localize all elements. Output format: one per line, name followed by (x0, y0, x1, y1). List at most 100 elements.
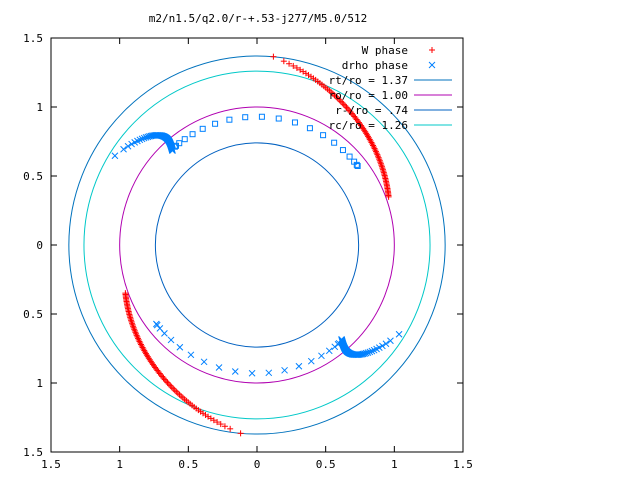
drho-phase-point (307, 357, 315, 365)
axis-ticks: 1.5 1 0.5 0 0.5 1 1.51.510.500.511.5 (23, 32, 473, 471)
w-phase-point (385, 193, 392, 200)
drho-phase-point (189, 131, 196, 138)
w-phase-point (227, 425, 234, 432)
drho-phase-point (231, 368, 239, 375)
legend-label: ro/ro = 1.00 (329, 89, 408, 102)
drho-phase-point (136, 136, 144, 144)
drho-phase-point (200, 358, 208, 366)
drho-phase-point (379, 342, 386, 350)
w-phase-point (290, 62, 297, 69)
y-tick-label: 0 (36, 239, 43, 252)
legend-label: W phase (362, 44, 408, 57)
drho-phase-point (176, 140, 183, 147)
w-phase-point (130, 323, 137, 330)
y-tick-label: 0.5 (23, 308, 43, 321)
w-phase-point (163, 378, 170, 385)
drho-phase-point (325, 347, 333, 355)
w-phase-point (122, 290, 129, 297)
w-phase-point (168, 384, 175, 391)
drho-phase-point (353, 161, 360, 168)
drho-phase-point (199, 125, 206, 132)
w-phase-point (293, 64, 300, 71)
legend: W phase drho phase rt/ro = 1.37 ro/ro = 1.0… (329, 44, 452, 132)
legend-label: drho phase (342, 59, 408, 72)
y-tick-label: 1 (36, 101, 43, 114)
drho-phase-point (181, 136, 188, 143)
y-tick-label: 1.5 (23, 446, 43, 459)
y-tick-label: 1.5 (23, 32, 43, 45)
drho-phase-point (346, 153, 353, 160)
drho-phase-point (295, 362, 303, 370)
drho-phase-point (387, 337, 394, 345)
drho-phase-point (248, 369, 256, 377)
drho-phase-point (306, 125, 313, 132)
drho-phase-point (331, 139, 338, 146)
w-phase-point (165, 381, 172, 388)
drho-phase-point (265, 369, 273, 377)
circle-1-37 (68, 55, 446, 435)
drho-phase-point (354, 162, 361, 169)
w-phase-point (167, 382, 174, 389)
drho-phase-point (370, 346, 378, 354)
x-tick-label: 0.5 (178, 458, 198, 471)
drho-phase-point (171, 143, 178, 150)
y-tick-label: 0.5 (23, 170, 43, 183)
drho-phase-point (167, 336, 175, 344)
drho-phase-point (111, 152, 119, 160)
w-phase-point (378, 162, 385, 169)
drho-phase-point (320, 132, 327, 139)
drho-phase-point (176, 343, 184, 351)
circle-1-26 (83, 70, 431, 420)
x-tick-label: 1.5 (41, 458, 61, 471)
legend-label: rt/ro = 1.37 (329, 74, 408, 87)
x-tick-label: 0 (254, 458, 261, 471)
drho-phase-point (215, 364, 223, 371)
w-phase-point (377, 160, 384, 167)
w-phase-point (173, 388, 180, 395)
w-phase-point (171, 387, 178, 394)
legend-swatch (428, 61, 436, 69)
w-phase-point (221, 423, 228, 430)
x-tick-label: 1 (116, 458, 123, 471)
drho-phase-point (128, 140, 135, 148)
w-phase-point (217, 421, 224, 428)
drho-phase-point (368, 347, 376, 355)
x-tick-label: 0.5 (316, 458, 336, 471)
drho-phase-point (212, 120, 219, 127)
w-phase-point (280, 58, 287, 65)
drho-phase-point (242, 114, 249, 121)
reference-circles (68, 55, 446, 435)
drho-phase-point (338, 335, 345, 343)
w-phase-point (164, 379, 171, 386)
w-phase-point (170, 385, 177, 392)
legend-label: r-/ro = .74 (335, 104, 408, 117)
w-phase-point (237, 430, 244, 437)
w-phase-point (129, 321, 136, 328)
drho-phase-point (138, 135, 146, 143)
x-tick-label: 1 (391, 458, 398, 471)
chart-title: m2/n1.5/q2.0/r-+.53-j277/M5.0/512 (149, 12, 368, 25)
w-phase-point (286, 60, 293, 67)
drho-phase-point (124, 142, 132, 150)
circle-1 (119, 106, 395, 384)
drho-phase-point (187, 351, 195, 359)
drho-phase-point (395, 330, 403, 338)
circle-0-74 (154, 142, 360, 348)
w-phase-point (270, 53, 277, 60)
drho-phase-point (366, 348, 374, 356)
w-phase-point (214, 419, 221, 426)
drho-phase-point (275, 115, 282, 122)
drho-phase-point (339, 147, 346, 154)
drho-phase-point (382, 340, 390, 348)
legend-swatch (429, 47, 435, 53)
drho-phase-point (140, 134, 148, 142)
drho-phase-point (258, 113, 265, 120)
drho-phase-point (318, 352, 325, 360)
drho-phase-point (120, 145, 127, 153)
drho-phase-point (226, 116, 233, 123)
phase-points (111, 53, 403, 437)
drho-phase-point (291, 119, 298, 126)
legend-label: rc/ro = 1.26 (329, 119, 408, 132)
drho-phase-point (153, 320, 160, 328)
